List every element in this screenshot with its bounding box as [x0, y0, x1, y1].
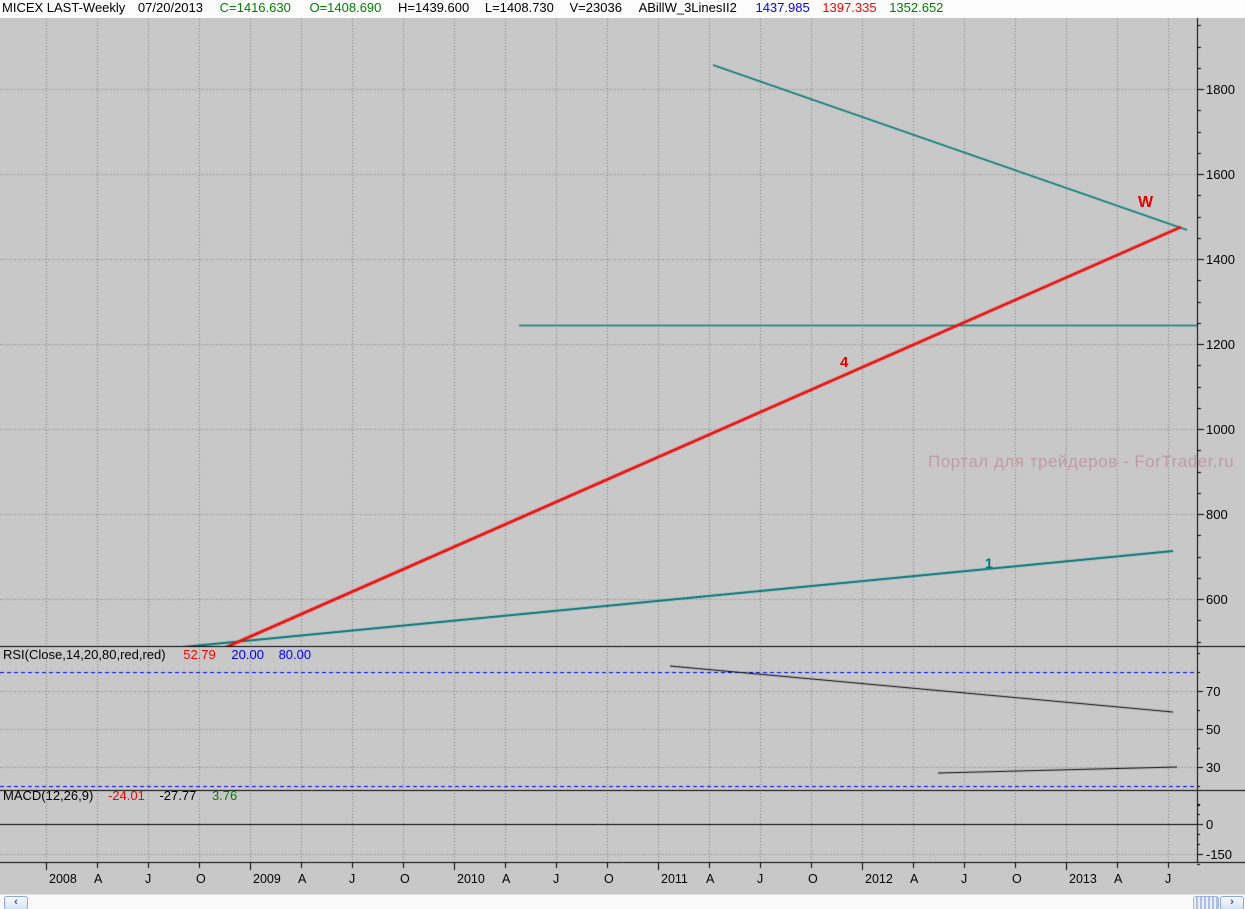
x-axis-label: 2008	[49, 872, 77, 886]
rsi-label: RSI(Close,14,20,80,red,red)	[3, 647, 166, 662]
price-axis-label: 1800	[1206, 82, 1235, 97]
x-axis-label: O	[196, 872, 206, 886]
x-axis-label: J	[145, 872, 152, 886]
price-axis-label: 1200	[1206, 337, 1235, 352]
x-axis-label: J	[553, 872, 560, 886]
chart-header: MICEX LAST-Weekly 07/20/2013 C=1416.630 …	[0, 0, 1245, 18]
scroll-left-button[interactable]: ‹	[4, 896, 28, 909]
rsi-axis-label: 50	[1206, 722, 1221, 737]
rsi-panel-label: RSI(Close,14,20,80,red,red) 52.79 20.00 …	[3, 648, 311, 662]
instrument-title: MICEX LAST-Weekly	[2, 0, 126, 15]
x-axis-label: J	[349, 872, 356, 886]
x-axis-label: O	[400, 872, 410, 886]
price-axis-label: 800	[1206, 507, 1228, 522]
rsi-upper-band-value: 80.00	[278, 647, 312, 662]
overlay-green-value: 1352.652	[889, 0, 944, 15]
overlay-indicator-name: ABillW_3LinesII2	[638, 0, 737, 15]
price-axis-label: 1600	[1206, 167, 1235, 182]
bar-date: 07/20/2013	[137, 0, 203, 15]
macd-axis-label: 0	[1206, 817, 1214, 832]
low-value: L=1408.730	[484, 0, 554, 15]
x-axis-label: O	[808, 872, 818, 886]
x-axis-label: O	[604, 872, 614, 886]
price-axis-label: 1000	[1206, 422, 1235, 437]
rsi-axis-label: 30	[1206, 760, 1221, 775]
macd-panel-label: MACD(12,26,9) -24.01 -27.77 3.76	[3, 789, 237, 803]
rsi-current-value: 52.79	[183, 647, 216, 662]
x-axis-label: 2010	[457, 872, 485, 886]
volume-value: V=23036	[569, 0, 622, 15]
x-axis-label: A	[1114, 872, 1123, 886]
rsi-axis-label: 70	[1206, 684, 1221, 699]
scroll-right-button[interactable]: ›	[1220, 896, 1244, 909]
trendline-label-4: 4	[840, 354, 849, 371]
high-value: H=1439.600	[398, 0, 470, 15]
macd-histogram-value: 3.76	[211, 788, 238, 803]
x-axis-label: J	[1165, 872, 1172, 886]
horizontal-scrollbar[interactable]: ‹ ›	[0, 894, 1245, 909]
x-axis-label: O	[1012, 872, 1022, 886]
macd-signal-value: -27.77	[159, 788, 197, 803]
x-axis-label: 2012	[865, 872, 893, 886]
price-axis-label: 600	[1206, 592, 1228, 607]
x-axis-label: J	[757, 872, 764, 886]
trendline-label-w: W	[1138, 194, 1154, 211]
x-axis-label: 2013	[1069, 872, 1097, 886]
overlay-red-value: 1397.335	[822, 0, 877, 15]
x-axis-label: 2009	[253, 872, 281, 886]
trendline-label-1: 1	[985, 555, 993, 571]
x-axis-label: A	[298, 872, 307, 886]
x-axis-label: A	[502, 872, 511, 886]
x-axis-label: J	[961, 872, 968, 886]
chevron-left-icon: ‹	[14, 896, 18, 908]
scrollbar-thumb[interactable]	[1193, 896, 1219, 909]
x-axis-label: A	[94, 872, 103, 886]
macd-line-value: -24.01	[107, 788, 145, 803]
x-axis-label: A	[706, 872, 715, 886]
chevron-right-icon: ›	[1230, 896, 1234, 908]
price-axis-label: 1400	[1206, 252, 1235, 267]
macd-label: MACD(12,26,9)	[3, 788, 94, 803]
macd-axis-label: -150	[1206, 847, 1233, 862]
x-axis-label: A	[910, 872, 919, 886]
overlay-blue-value: 1437.985	[755, 0, 810, 15]
rsi-lower-band-value: 20.00	[231, 647, 264, 662]
open-value: O=1408.690	[309, 0, 382, 15]
watermark: Портал для трейдеров - ForTrader.ru	[928, 452, 1235, 471]
close-value: C=1416.630	[219, 0, 291, 15]
x-axis-label: 2011	[661, 872, 688, 886]
